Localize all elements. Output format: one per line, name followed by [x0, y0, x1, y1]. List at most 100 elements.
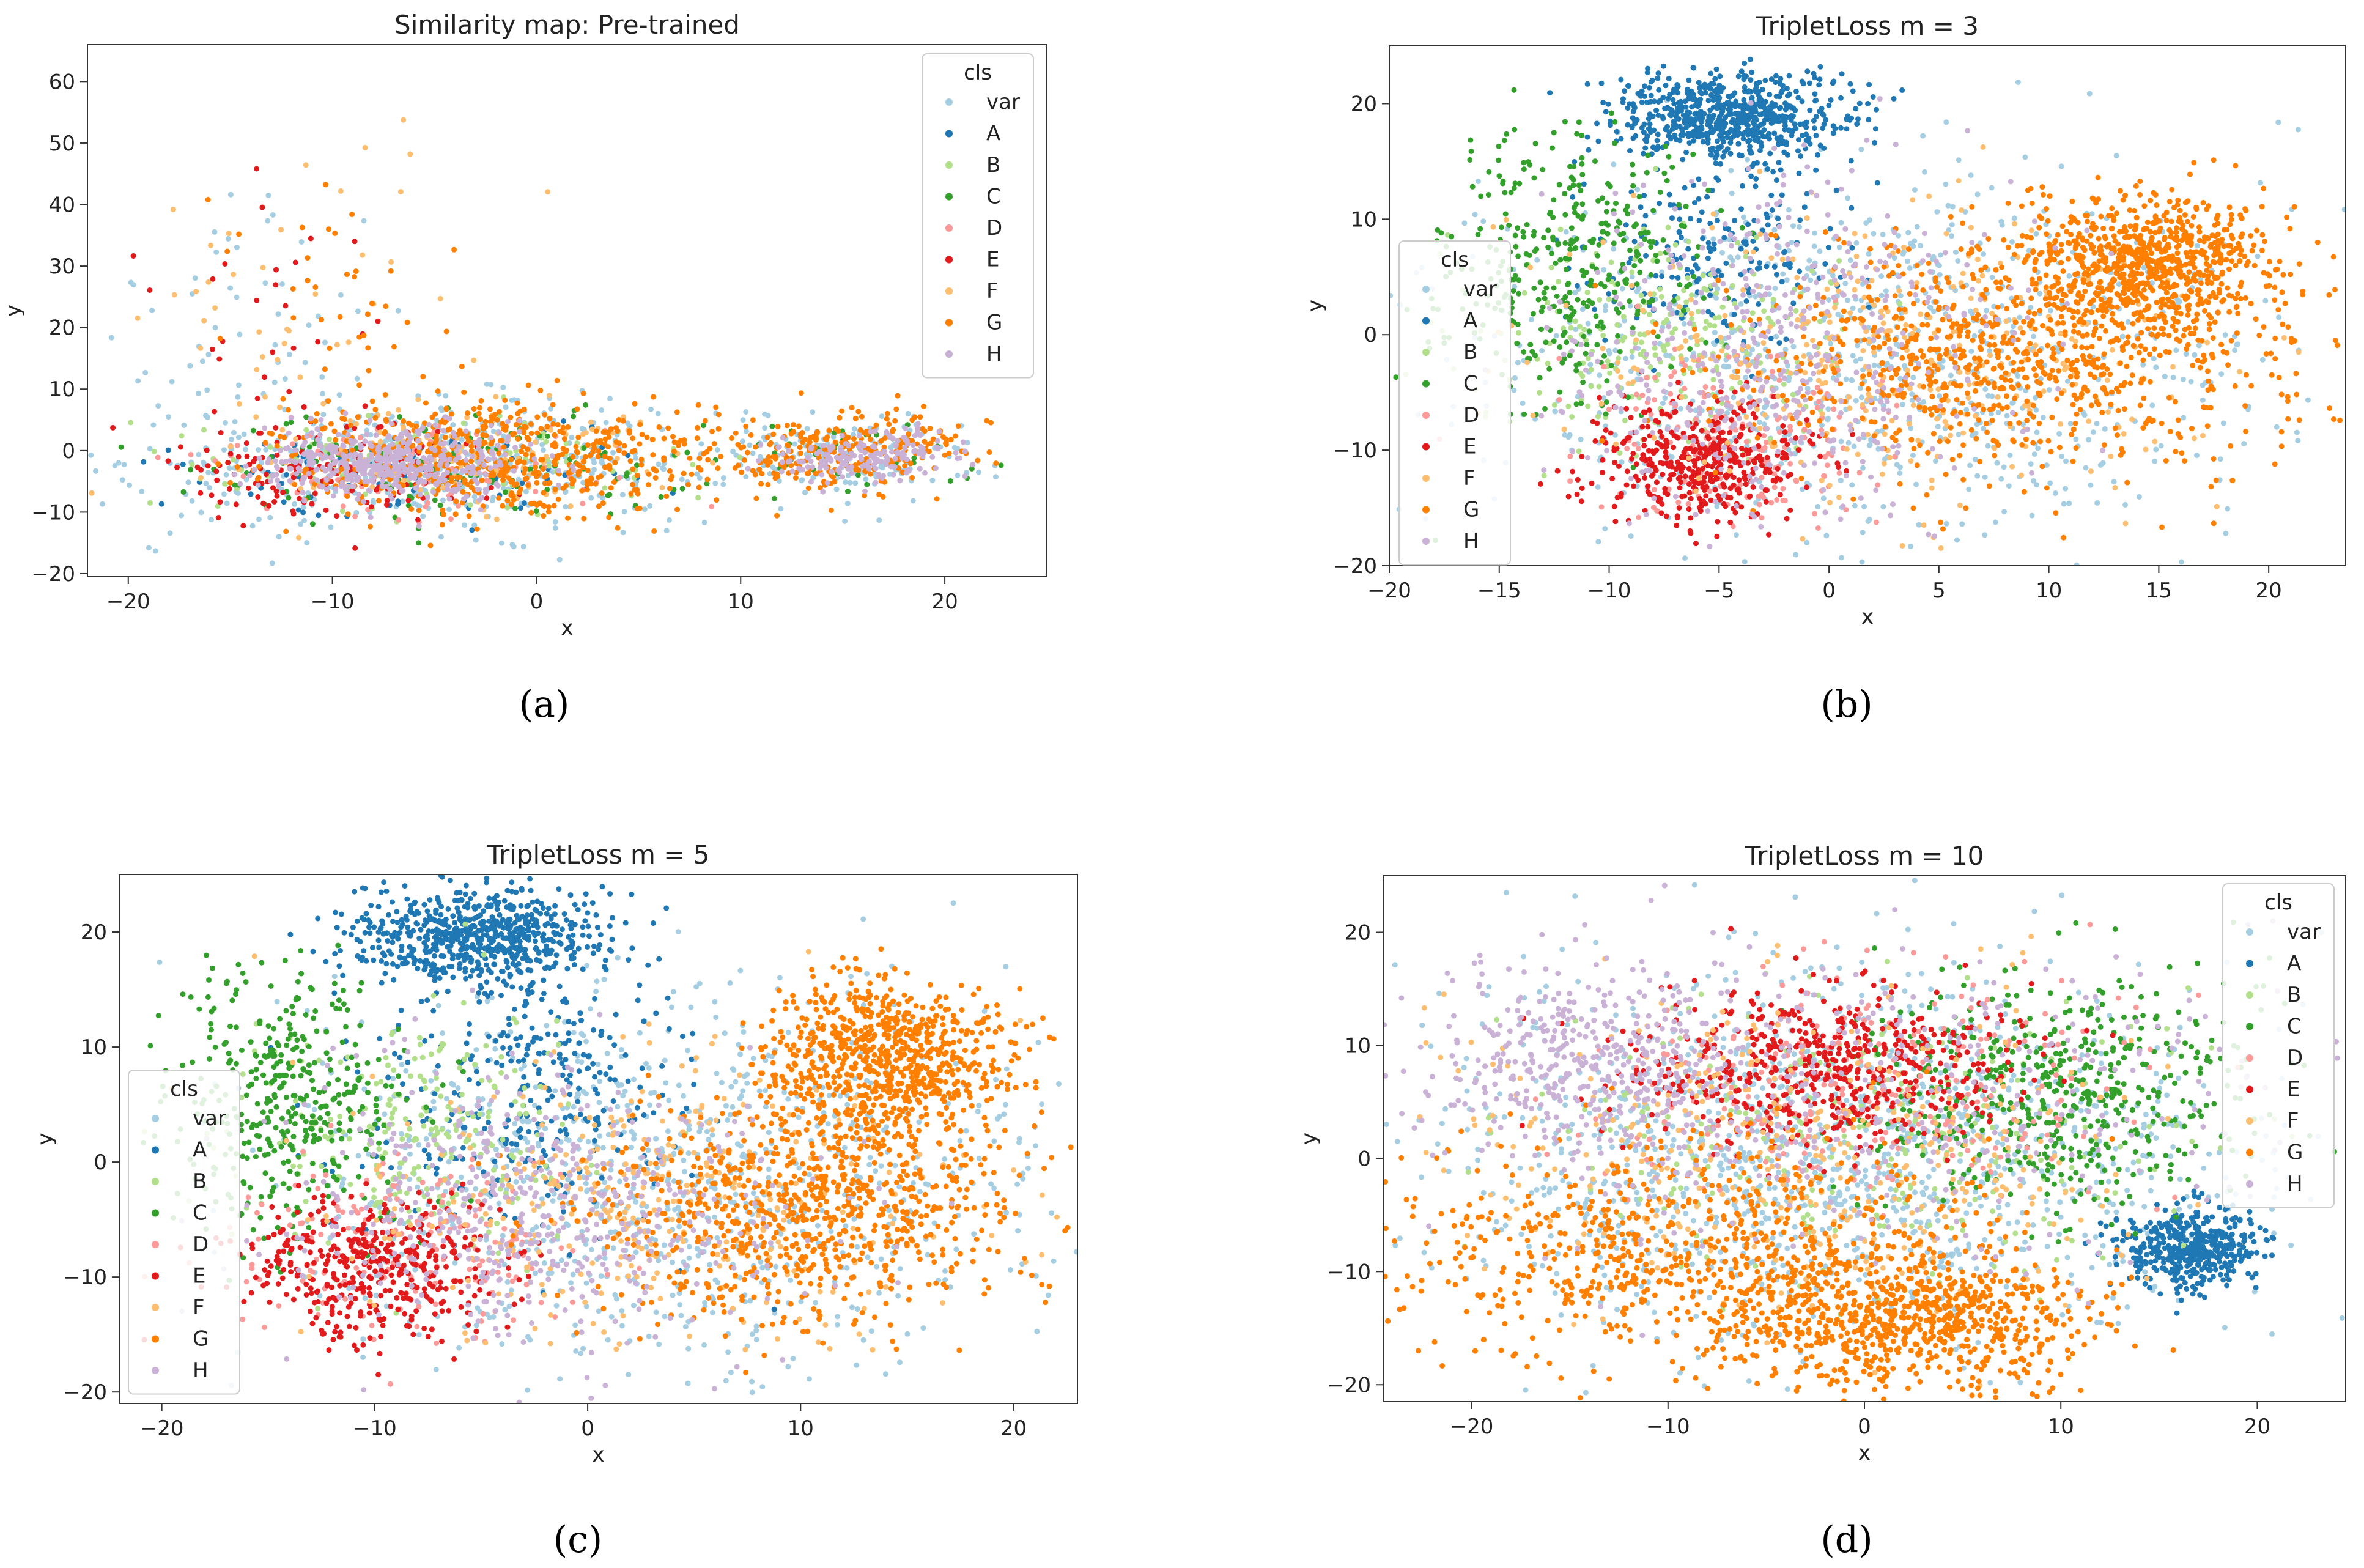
point-G — [851, 436, 857, 442]
point-E — [252, 456, 258, 462]
point-E — [243, 440, 249, 446]
point-var — [1910, 453, 1916, 459]
point-G — [544, 424, 550, 430]
point-A — [1630, 115, 1636, 121]
point-var — [272, 342, 278, 348]
point-var — [2305, 397, 2311, 403]
point-var — [590, 456, 596, 462]
point-var — [621, 509, 627, 514]
point-A — [1823, 117, 1829, 123]
point-H — [401, 465, 407, 471]
point-var — [1595, 484, 1601, 490]
point-H — [898, 451, 904, 457]
point-C — [581, 445, 587, 451]
point-var — [2111, 479, 2117, 485]
point-A — [1641, 193, 1647, 199]
point-var — [2341, 207, 2346, 213]
point-B — [1719, 304, 1726, 310]
point-C — [288, 420, 294, 426]
point-var — [1858, 356, 1864, 362]
point-G — [917, 414, 923, 420]
point-A — [1708, 92, 1714, 98]
point-A — [1683, 149, 1690, 155]
point-C — [769, 423, 775, 429]
point-A — [1770, 116, 1775, 122]
point-A — [1724, 146, 1731, 152]
point-var — [610, 449, 616, 456]
point-G — [868, 471, 874, 477]
point-F — [293, 436, 298, 442]
point-var — [1860, 530, 1866, 536]
point-var — [1619, 286, 1625, 292]
point-var — [152, 548, 158, 554]
point-var — [443, 393, 449, 399]
point-H — [401, 439, 407, 445]
point-var — [1534, 257, 1540, 263]
legend-label-G: G — [986, 311, 1002, 335]
point-H — [447, 456, 453, 462]
point-var — [242, 446, 248, 453]
point-E — [415, 517, 421, 523]
point-G — [236, 231, 242, 237]
point-G — [855, 467, 862, 473]
point-H — [839, 461, 845, 467]
point-H — [835, 467, 841, 473]
point-G — [443, 328, 449, 335]
point-F — [547, 427, 553, 433]
point-var — [1952, 249, 1959, 255]
point-A — [1641, 93, 1647, 99]
point-G — [474, 526, 480, 532]
point-var — [1859, 559, 1865, 565]
point-G — [542, 474, 548, 480]
point-A — [1642, 213, 1649, 219]
point-var — [744, 428, 749, 434]
point-var — [1934, 209, 1940, 215]
point-F — [710, 460, 716, 466]
point-D — [455, 503, 461, 509]
point-A — [1782, 123, 1788, 128]
point-G — [627, 458, 633, 464]
point-B — [1620, 338, 1626, 344]
point-A — [1710, 81, 1716, 87]
point-C — [306, 444, 312, 450]
point-var — [2037, 290, 2043, 297]
point-H — [890, 472, 896, 478]
point-G — [494, 416, 500, 423]
point-H — [817, 465, 823, 471]
point-H — [495, 443, 501, 448]
point-G — [952, 433, 958, 439]
point-E — [334, 513, 340, 519]
point-var — [1949, 204, 1956, 210]
point-A — [1795, 148, 1801, 154]
point-A — [395, 501, 401, 507]
point-A — [1732, 218, 1738, 224]
point-var — [2048, 308, 2053, 314]
point-var — [799, 477, 805, 483]
point-var — [1786, 248, 1792, 254]
x-tick-label: 20 — [931, 590, 958, 614]
point-H — [555, 482, 561, 488]
point-C — [679, 486, 685, 492]
point-A — [1696, 217, 1702, 223]
point-G — [630, 466, 636, 472]
point-var — [1511, 387, 1517, 393]
point-G — [333, 437, 339, 443]
point-var — [1728, 168, 1734, 174]
point-H — [262, 425, 268, 431]
point-var — [2090, 429, 2096, 435]
point-A — [1757, 265, 1763, 271]
point-H — [388, 456, 394, 462]
point-G — [528, 431, 534, 436]
point-H — [367, 440, 373, 446]
point-G — [651, 466, 657, 472]
point-A — [1751, 122, 1757, 127]
point-G — [552, 461, 558, 467]
point-G — [466, 513, 472, 519]
point-G — [637, 421, 643, 427]
point-H — [877, 451, 884, 457]
point-D — [240, 473, 246, 479]
point-A — [1785, 261, 1791, 267]
point-A — [1664, 124, 1671, 130]
point-A — [1660, 63, 1666, 69]
point-A — [1655, 70, 1661, 76]
